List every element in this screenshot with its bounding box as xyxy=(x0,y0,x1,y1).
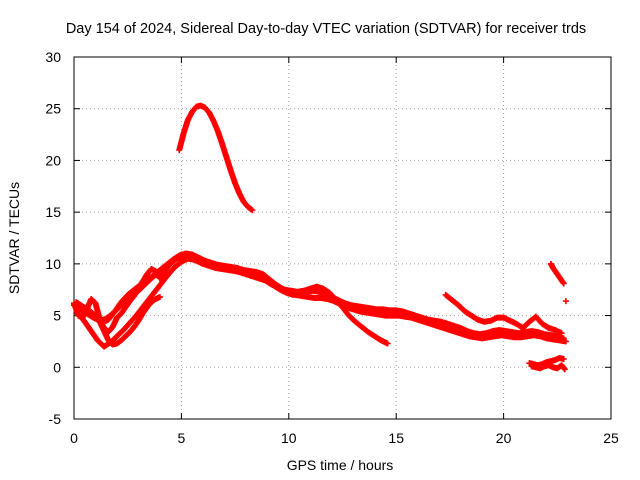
y-tick-label: 20 xyxy=(45,152,61,168)
x-tick-label: 5 xyxy=(178,430,186,446)
data-point xyxy=(156,293,163,300)
data-point xyxy=(560,280,567,287)
data-point xyxy=(249,207,256,214)
data-point xyxy=(562,338,569,345)
data-point xyxy=(560,356,567,363)
x-tick-label: 10 xyxy=(281,430,297,446)
y-tick-label: 5 xyxy=(53,308,61,324)
y-tick-label: -5 xyxy=(49,411,62,427)
x-tick-label: 15 xyxy=(388,430,404,446)
y-tick-label: 10 xyxy=(45,256,61,272)
data-point xyxy=(384,340,391,347)
chart-title: Day 154 of 2024, Sidereal Day-to-day VTE… xyxy=(66,21,586,37)
data-point xyxy=(178,251,185,258)
y-tick-label: 25 xyxy=(45,101,61,117)
x-axis-label: GPS time / hours xyxy=(287,457,394,473)
x-tick-label: 0 xyxy=(70,430,78,446)
data-marks xyxy=(71,102,569,373)
y-axis-label: SDTVAR / TECUs xyxy=(6,182,22,294)
axis-ticks: 0 5 10 15 20 25 -5 0 5 10 15 20 25 30 xyxy=(45,49,619,446)
y-tick-label: 15 xyxy=(45,204,61,220)
plot-frame xyxy=(73,56,612,420)
grid xyxy=(74,57,611,419)
x-tick-label: 20 xyxy=(496,430,512,446)
y-tick-label: 30 xyxy=(45,49,61,65)
y-tick-label: 0 xyxy=(53,359,61,375)
data-point xyxy=(558,330,565,337)
data-point xyxy=(561,366,568,373)
data-point xyxy=(562,298,569,305)
x-tick-label: 25 xyxy=(603,430,619,446)
data-point xyxy=(561,365,568,372)
